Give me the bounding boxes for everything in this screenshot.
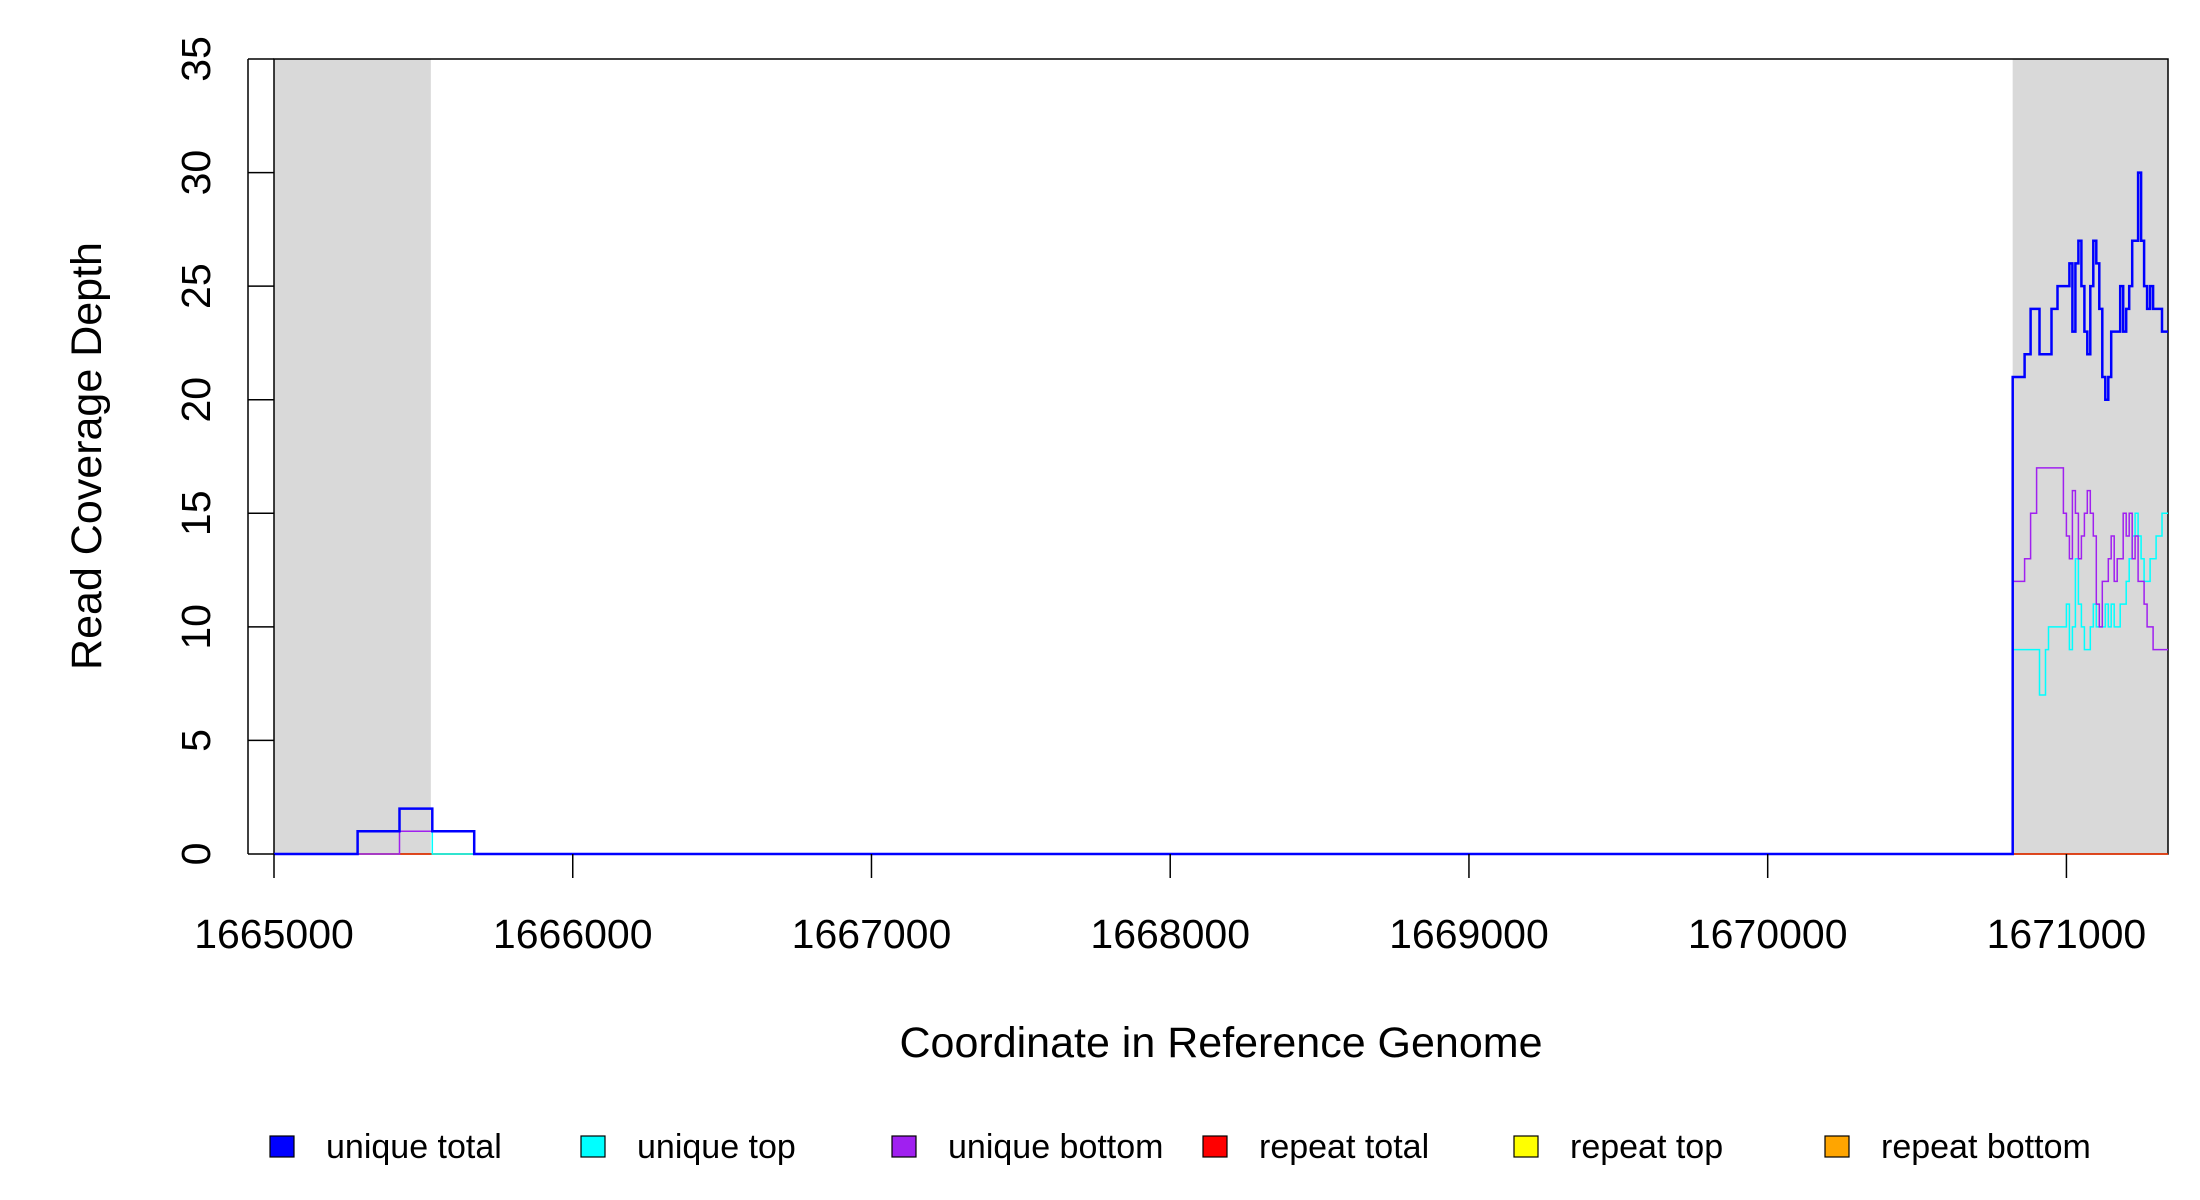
x-tick-label: 1671000 [1987, 911, 2147, 957]
plot-frame [273, 58, 2169, 855]
series-lines [274, 171, 2168, 856]
x-tick-label: 1668000 [1090, 911, 1250, 957]
legend-swatch [580, 1135, 606, 1158]
y-tick-label: 0 [173, 843, 219, 866]
y-tick-label: 10 [173, 604, 219, 650]
legend-swatch [1824, 1135, 1850, 1158]
legend-label: unique total [326, 1128, 502, 1166]
x-axis: 1665000 1666000 1667000 1668000 1669000 16700… [194, 854, 2146, 957]
x-tick-label: 1666000 [493, 911, 653, 957]
legend-label: repeat total [1259, 1128, 1429, 1166]
shaded-regions [274, 59, 2168, 854]
y-tick-label: 35 [173, 36, 219, 82]
y-tick-label: 30 [173, 150, 219, 196]
series-line-unique-top [274, 512, 2168, 855]
legend-label: repeat bottom [1881, 1128, 2091, 1166]
legend: unique total unique top unique bottom repea… [269, 1128, 2091, 1166]
legend-swatch [269, 1135, 295, 1158]
x-tick-label: 1669000 [1389, 911, 1549, 957]
series-line-unique-total [274, 171, 2168, 856]
x-tick-label: 1667000 [792, 911, 952, 957]
y-tick-label: 5 [173, 729, 219, 752]
y-axis: 0 5 10 15 20 25 30 35 [173, 36, 274, 865]
y-tick-label: 20 [173, 377, 219, 423]
y-tick-label: 25 [173, 263, 219, 309]
series-line-unique-bottom [274, 467, 2168, 855]
y-tick-label: 15 [173, 490, 219, 536]
x-tick-label: 1665000 [194, 911, 354, 957]
x-axis-label: Coordinate in Reference Genome [900, 1019, 1543, 1067]
shaded-region [2012, 59, 2168, 854]
y-axis-label: Read Coverage Depth [63, 242, 111, 670]
legend-label: unique bottom [948, 1128, 1164, 1166]
x-tick-label: 1670000 [1688, 911, 1848, 957]
legend-label: repeat top [1570, 1128, 1723, 1166]
legend-label: unique top [637, 1128, 796, 1166]
legend-swatch [1513, 1135, 1539, 1158]
shaded-region [274, 59, 431, 854]
legend-swatch [891, 1135, 917, 1158]
legend-swatch [1202, 1135, 1228, 1158]
